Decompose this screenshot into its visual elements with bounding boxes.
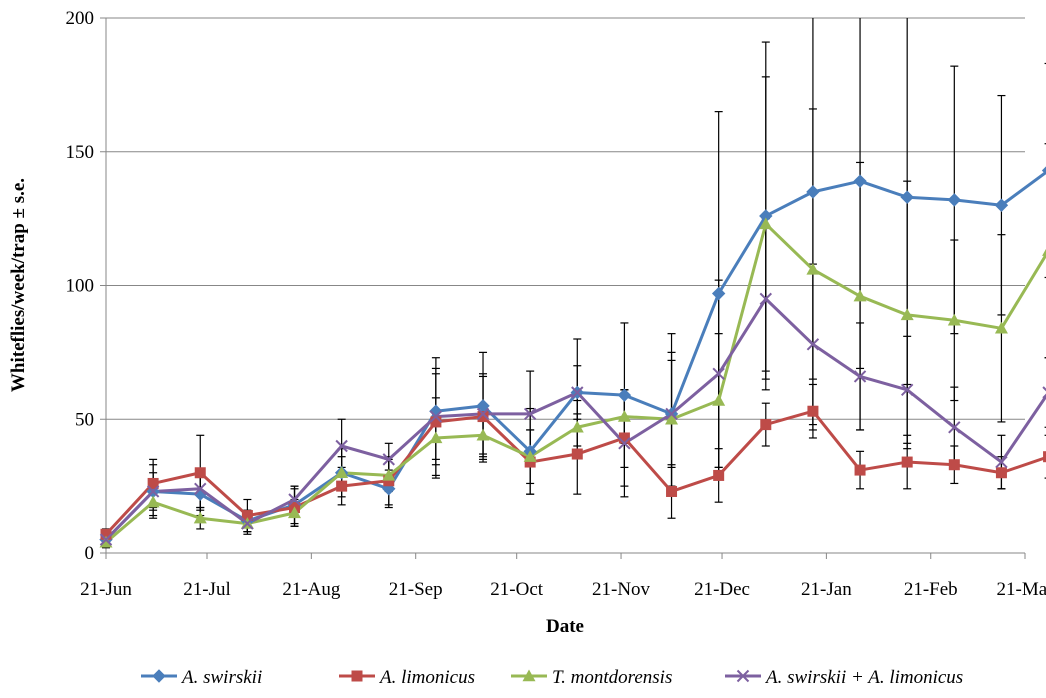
data-point bbox=[901, 191, 913, 203]
x-tick-label: 21-Jun bbox=[80, 579, 132, 600]
x-tick-label: 21-Mar bbox=[997, 579, 1046, 600]
data-point bbox=[807, 406, 818, 417]
data-point bbox=[760, 419, 771, 430]
y-tick-label: 0 bbox=[85, 543, 95, 564]
y-tick-label: 50 bbox=[75, 409, 94, 430]
data-point bbox=[855, 465, 866, 476]
y-axis-title: Whiteflies/week/trap ± s.e. bbox=[8, 178, 29, 392]
data-point bbox=[195, 467, 206, 478]
data-point bbox=[619, 432, 630, 443]
series-markers bbox=[100, 164, 1046, 547]
x-tick-label: 21-Feb bbox=[904, 579, 958, 600]
data-point bbox=[1042, 244, 1046, 256]
y-tick-label: 100 bbox=[66, 276, 95, 297]
data-point bbox=[430, 416, 441, 427]
legend-label: A. limonicus bbox=[378, 667, 475, 688]
data-point bbox=[712, 394, 725, 406]
error-bars bbox=[102, 18, 1046, 548]
data-point bbox=[854, 290, 867, 302]
data-point bbox=[713, 470, 724, 481]
legend: A. swirskii A. limonicus T. montdorensis A.… bbox=[141, 667, 963, 688]
x-tick-label: 21-Oct bbox=[490, 579, 543, 600]
legend-marker bbox=[153, 670, 165, 682]
data-point bbox=[996, 467, 1007, 478]
data-point bbox=[572, 449, 583, 460]
x-tick-label: 21-Sep bbox=[389, 579, 443, 600]
y-tick-label: 150 bbox=[66, 142, 95, 163]
x-tick-label: 21-Jan bbox=[801, 579, 852, 600]
x-tick-label: 21-Jul bbox=[183, 579, 231, 600]
data-point bbox=[666, 486, 677, 497]
x-tick-label: 21-Dec bbox=[694, 579, 750, 600]
axis-labels: Date Whiteflies/week/trap ± s.e. bbox=[8, 178, 584, 637]
x-tick-label: 21-Aug bbox=[282, 579, 341, 600]
legend-label: T. montdorensis bbox=[552, 667, 672, 688]
data-point bbox=[336, 481, 347, 492]
gridlines bbox=[106, 18, 1025, 419]
data-point bbox=[618, 389, 630, 401]
legend-label: A. swirskii bbox=[180, 667, 262, 688]
axes: 0 50 100 150 200 21-Jun 21-Jul 21-Aug 21-Sep 21-O… bbox=[66, 8, 1046, 600]
x-tick-label: 21-Nov bbox=[592, 579, 651, 600]
y-tick-label: 200 bbox=[66, 8, 95, 29]
legend-label: A. swirskii + A. limonicus bbox=[764, 667, 963, 688]
data-point bbox=[948, 194, 960, 206]
data-point bbox=[854, 175, 866, 187]
series-line bbox=[106, 170, 1046, 539]
data-point bbox=[902, 457, 913, 468]
data-point bbox=[949, 459, 960, 470]
x-axis-title: Date bbox=[546, 616, 584, 637]
series-lines bbox=[106, 170, 1046, 542]
legend-marker bbox=[352, 671, 363, 682]
data-point bbox=[807, 186, 819, 198]
